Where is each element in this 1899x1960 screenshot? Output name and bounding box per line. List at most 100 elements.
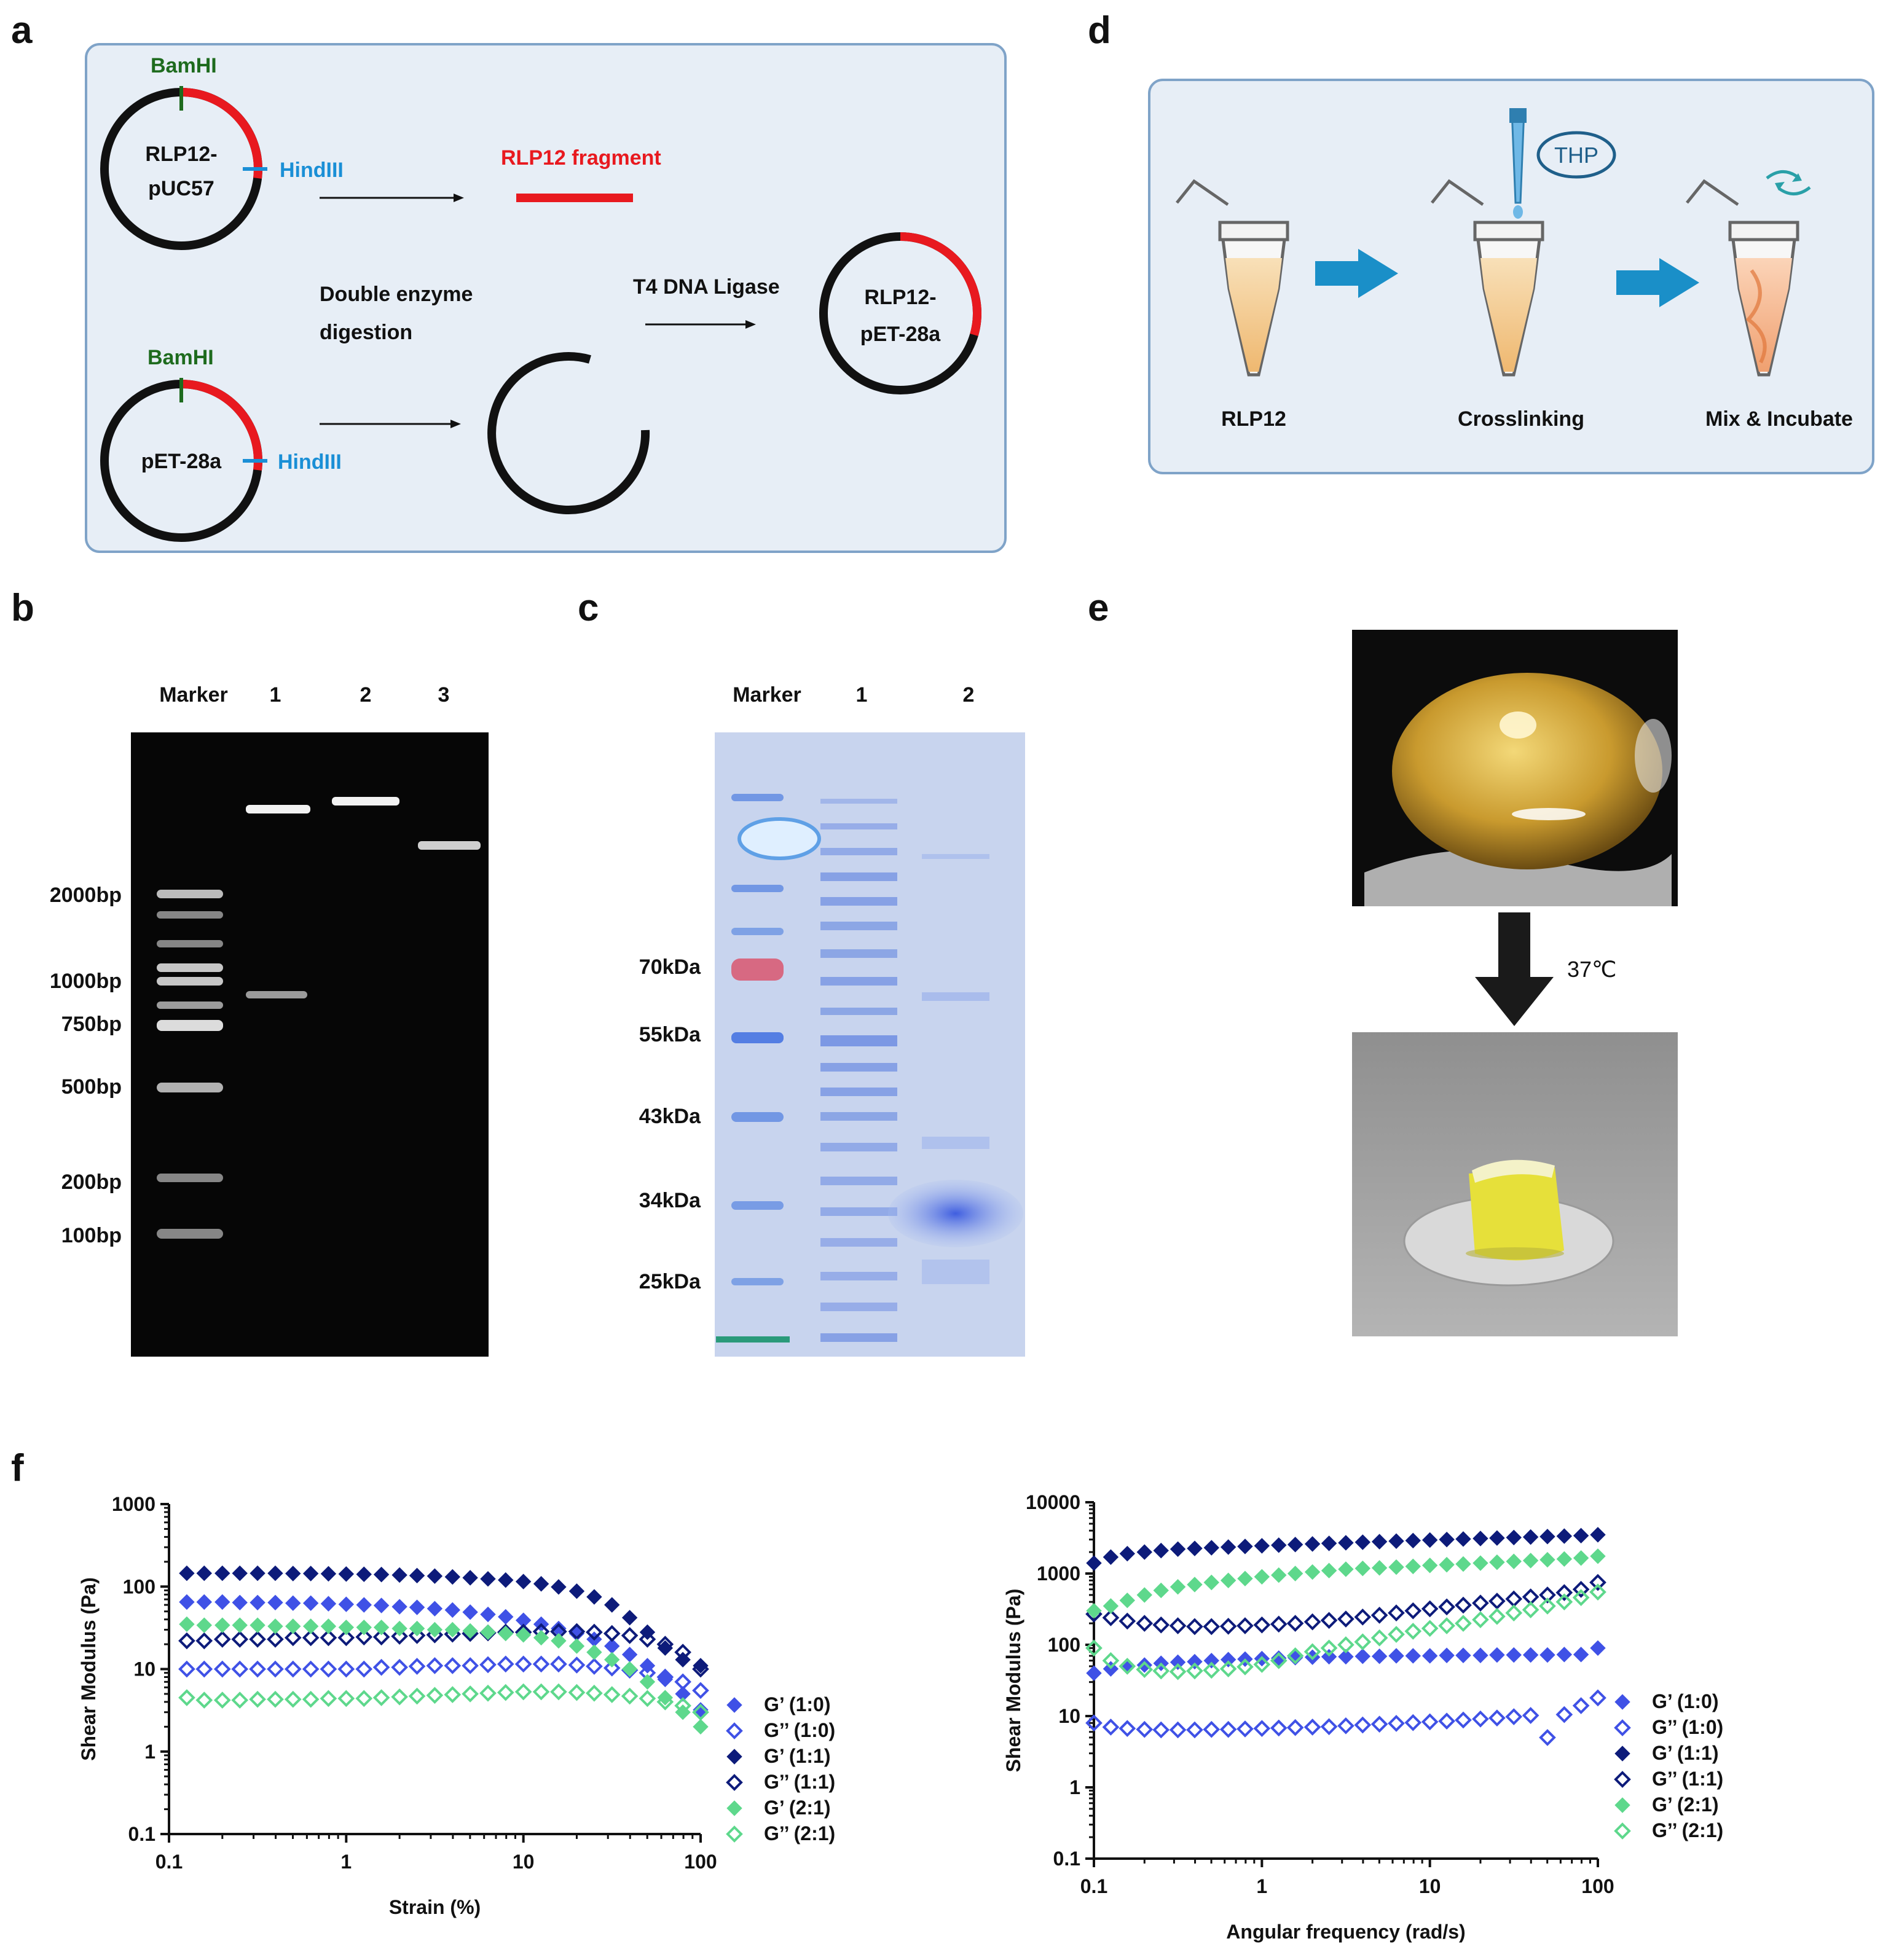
x-tick-label: 10 <box>513 1851 535 1873</box>
data-point <box>1489 1647 1505 1663</box>
data-point <box>1187 1540 1203 1556</box>
data-point <box>480 1624 496 1641</box>
data-point <box>1152 1616 1170 1634</box>
data-point <box>1472 1531 1488 1546</box>
data-point <box>656 1693 674 1711</box>
data-point <box>1539 1551 1555 1568</box>
data-point <box>1590 1527 1606 1543</box>
series-2 <box>179 1565 709 1674</box>
data-point <box>1506 1647 1522 1663</box>
y-tick-label: 1000 <box>112 1493 155 1515</box>
data-point <box>1388 1648 1404 1664</box>
data-point <box>1404 1714 1422 1731</box>
data-point <box>179 1565 195 1582</box>
data-point <box>621 1661 638 1677</box>
series-0 <box>1086 1640 1606 1681</box>
gel-c-ladder-25: 25kDa <box>639 1270 701 1293</box>
data-point <box>551 1579 567 1595</box>
linearized-vector <box>487 352 650 515</box>
panel-b-agarose-gel: Marker 1 2 3 2000bp 1000bp 750bp 500bp 2… <box>50 683 489 1357</box>
data-point <box>1472 1647 1488 1663</box>
panel-label-e: e <box>1088 587 1109 629</box>
gel-c-ladder-70: 70kDa <box>639 955 701 979</box>
data-point <box>621 1610 638 1626</box>
product-name-line2: pET-28a <box>860 323 941 346</box>
data-point <box>1354 1648 1371 1664</box>
data-point <box>444 1621 461 1638</box>
data-point <box>409 1620 425 1637</box>
x-axis-label: Angular frequency (rad/s) <box>1226 1921 1465 1943</box>
data-point <box>267 1660 284 1678</box>
data-point <box>1219 1720 1237 1738</box>
data-point <box>196 1617 212 1633</box>
legend-label: G’’ (2:1) <box>764 1822 835 1844</box>
legend-marker <box>1614 1771 1631 1788</box>
data-point <box>568 1583 585 1599</box>
hindiii-label-top: HindIII <box>280 159 344 182</box>
data-point <box>462 1657 479 1674</box>
data-point <box>284 1660 302 1678</box>
data-point <box>338 1596 355 1612</box>
data-point <box>284 1690 302 1708</box>
data-point <box>1287 1566 1303 1582</box>
bamhi-label-bottom: BamHI <box>147 346 214 369</box>
y-tick-label: 1000 <box>1037 1562 1080 1585</box>
data-point <box>250 1565 265 1582</box>
data-point <box>1253 1616 1271 1634</box>
legend-label: G’’ (2:1) <box>1652 1819 1723 1841</box>
legend-label: G’’ (1:1) <box>764 1771 835 1793</box>
data-point <box>1555 1593 1573 1610</box>
data-point <box>337 1629 355 1647</box>
data-point <box>178 1632 195 1650</box>
data-point <box>514 1683 532 1701</box>
data-point <box>1438 1712 1455 1730</box>
gel-b-ladder-100: 100bp <box>61 1224 122 1247</box>
data-point <box>391 1658 408 1676</box>
x-tick-label: 1 <box>1256 1875 1267 1897</box>
data-point <box>550 1655 567 1673</box>
data-point <box>498 1625 514 1642</box>
data-point <box>1086 1602 1102 1619</box>
panel-c-sds-page: Marker 1 2 <box>639 683 1025 1357</box>
series-3 <box>1085 1574 1606 1636</box>
data-point <box>444 1569 461 1585</box>
y-tick-label: 100 <box>1048 1634 1080 1656</box>
data-point <box>674 1673 691 1691</box>
data-point <box>338 1619 355 1636</box>
data-point <box>1506 1529 1522 1546</box>
data-point <box>408 1658 426 1675</box>
data-point <box>586 1658 603 1675</box>
data-point <box>1421 1648 1438 1664</box>
legend-marker <box>726 1697 742 1713</box>
plasmid-rlp12-puc57: RLP12- pUC57 <box>100 86 267 250</box>
data-point <box>302 1566 319 1582</box>
data-point <box>285 1595 301 1611</box>
data-point <box>1572 1697 1590 1714</box>
data-point <box>568 1684 586 1701</box>
data-point <box>1506 1553 1522 1569</box>
y-tick-label: 10000 <box>1026 1491 1080 1513</box>
data-point <box>1085 1714 1103 1732</box>
data-point <box>1338 1648 1354 1665</box>
data-point <box>391 1599 407 1615</box>
hindiii-label-bottom: HindIII <box>278 450 342 474</box>
data-point <box>320 1690 337 1707</box>
panel-a-cloning-scheme: RLP12- pUC57 BamHI HindIII RLP12 fragmen… <box>85 43 1007 553</box>
data-point <box>1421 1558 1438 1574</box>
gel-b-lane-marker: Marker <box>159 683 228 707</box>
data-point <box>675 1686 691 1702</box>
digestion-label-line1: Double enzyme <box>320 283 473 306</box>
data-point <box>195 1632 213 1650</box>
data-point <box>373 1566 390 1583</box>
tube-mix-incubate <box>1686 170 1811 377</box>
data-point <box>320 1660 337 1678</box>
gel-b-lane-3: 3 <box>438 683 450 707</box>
x-tick-label: 0.1 <box>1080 1875 1107 1897</box>
data-point <box>320 1566 337 1582</box>
data-point <box>391 1620 407 1637</box>
data-point <box>356 1566 372 1582</box>
data-point <box>1573 1647 1589 1663</box>
product-name-line1: RLP12- <box>864 286 936 309</box>
data-point <box>1488 1608 1506 1625</box>
data-point <box>1572 1580 1590 1598</box>
